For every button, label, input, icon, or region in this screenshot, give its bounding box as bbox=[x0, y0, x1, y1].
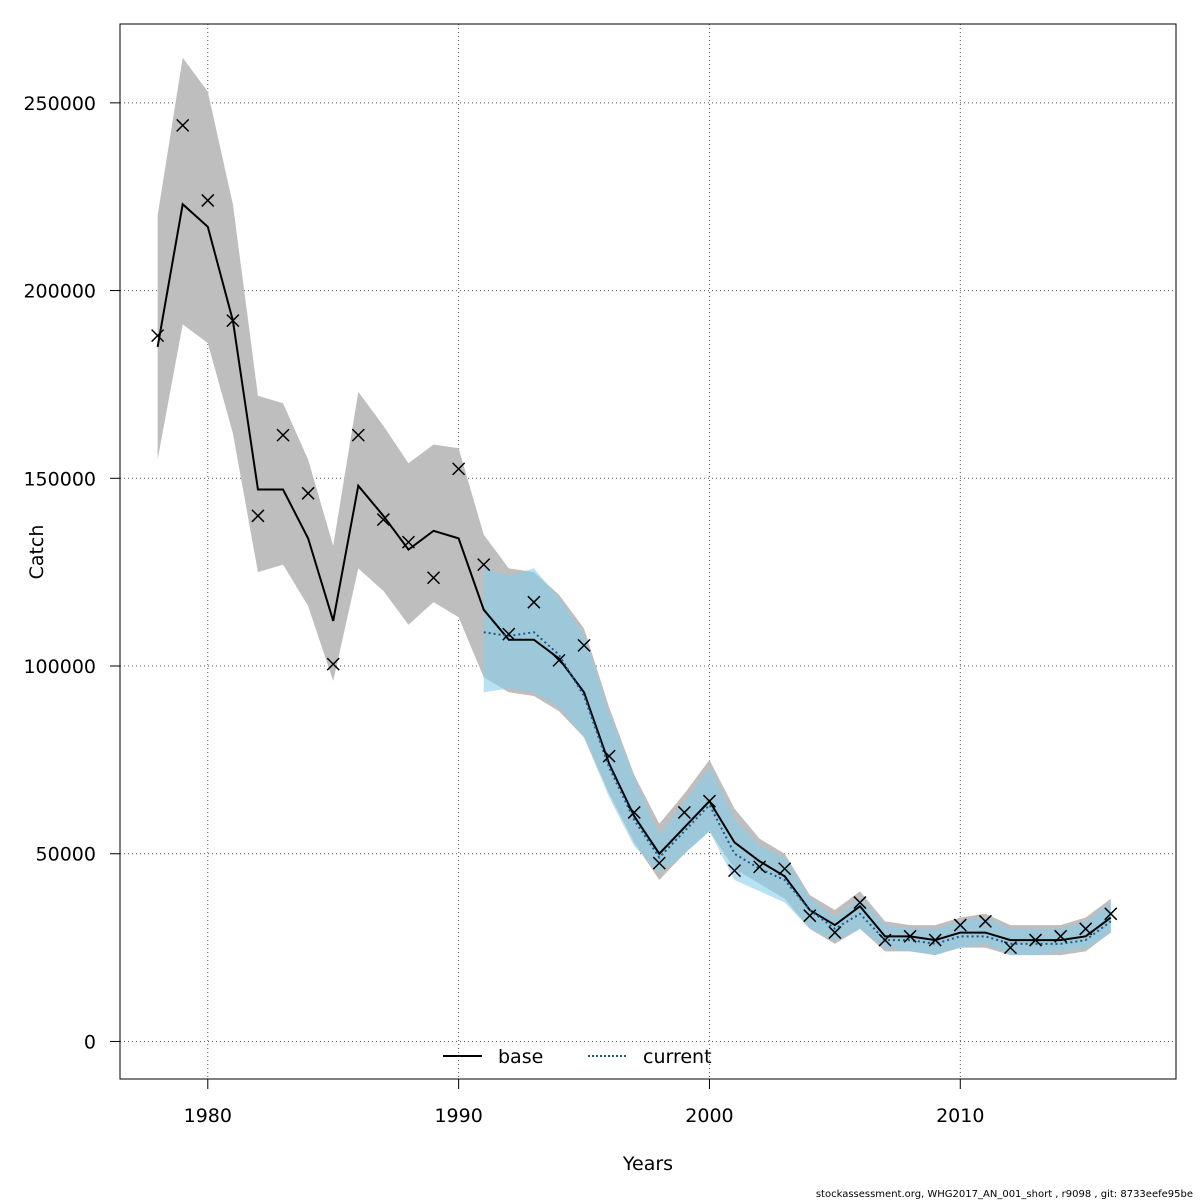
observation-marker bbox=[251, 509, 265, 523]
x-tick-label: 1980 bbox=[184, 1105, 232, 1127]
observation-marker bbox=[1104, 907, 1118, 921]
x-tick-label: 2000 bbox=[685, 1105, 733, 1127]
observation-marker bbox=[226, 314, 240, 328]
footer-text: stockassessment.org, WHG2017_AN_001_shor… bbox=[816, 1189, 1193, 1200]
observation-marker bbox=[953, 918, 967, 932]
observation-marker bbox=[602, 749, 616, 763]
observation-marker bbox=[652, 856, 666, 870]
observation-marker bbox=[702, 794, 716, 808]
x-axis-title: Years bbox=[622, 1153, 673, 1175]
observation-marker bbox=[376, 513, 390, 527]
observation-marker bbox=[552, 653, 566, 667]
observation-marker bbox=[1003, 941, 1017, 955]
observation-marker bbox=[853, 896, 867, 910]
observation-marker bbox=[778, 862, 792, 876]
observation-marker bbox=[477, 558, 491, 572]
observation-marker bbox=[176, 118, 190, 132]
series-line-base bbox=[156, 202, 1112, 942]
observation-marker bbox=[427, 571, 441, 585]
y-tick-label: 100000 bbox=[23, 656, 96, 678]
observation-marker bbox=[903, 929, 917, 943]
y-tick-label: 200000 bbox=[23, 281, 96, 303]
y-axis: 0 50000 100000 150000 200000 250000 bbox=[23, 93, 121, 1053]
observation-marker bbox=[1079, 922, 1093, 936]
band-base bbox=[157, 57, 1111, 956]
observation-marker bbox=[401, 535, 415, 549]
observation-marker bbox=[1029, 933, 1043, 947]
legend: base current bbox=[443, 1046, 712, 1068]
observation-marker bbox=[828, 926, 842, 940]
x-tick-label: 2010 bbox=[936, 1105, 984, 1127]
observation-markers bbox=[151, 118, 1118, 955]
y-tick-label: 250000 bbox=[23, 93, 96, 115]
legend-label-current: current bbox=[643, 1046, 712, 1068]
observation-marker bbox=[928, 933, 942, 947]
observation-marker bbox=[301, 486, 315, 500]
legend-label-base: base bbox=[498, 1046, 543, 1068]
observation-marker bbox=[753, 860, 767, 874]
observation-marker bbox=[1054, 929, 1068, 943]
observation-marker bbox=[452, 462, 466, 476]
y-tick-label: 50000 bbox=[36, 844, 96, 866]
observation-marker bbox=[527, 595, 541, 609]
observation-marker bbox=[978, 914, 992, 928]
observation-marker bbox=[878, 933, 892, 947]
observation-marker bbox=[151, 329, 165, 343]
observation-marker bbox=[803, 909, 817, 923]
observation-marker bbox=[502, 627, 516, 641]
observation-marker bbox=[627, 805, 641, 819]
x-axis: 1980 1990 2000 2010 bbox=[184, 1078, 984, 1127]
observation-marker bbox=[728, 864, 742, 878]
observation-marker bbox=[351, 428, 365, 442]
x-tick-label: 1990 bbox=[434, 1105, 482, 1127]
observation-marker bbox=[201, 193, 215, 207]
observation-marker bbox=[326, 657, 340, 671]
y-axis-title: Catch bbox=[26, 525, 48, 580]
observation-marker bbox=[276, 428, 290, 442]
observation-marker bbox=[677, 805, 691, 819]
y-tick-label: 150000 bbox=[23, 468, 96, 490]
observation-marker bbox=[577, 638, 591, 652]
y-tick-label: 0 bbox=[84, 1031, 96, 1053]
